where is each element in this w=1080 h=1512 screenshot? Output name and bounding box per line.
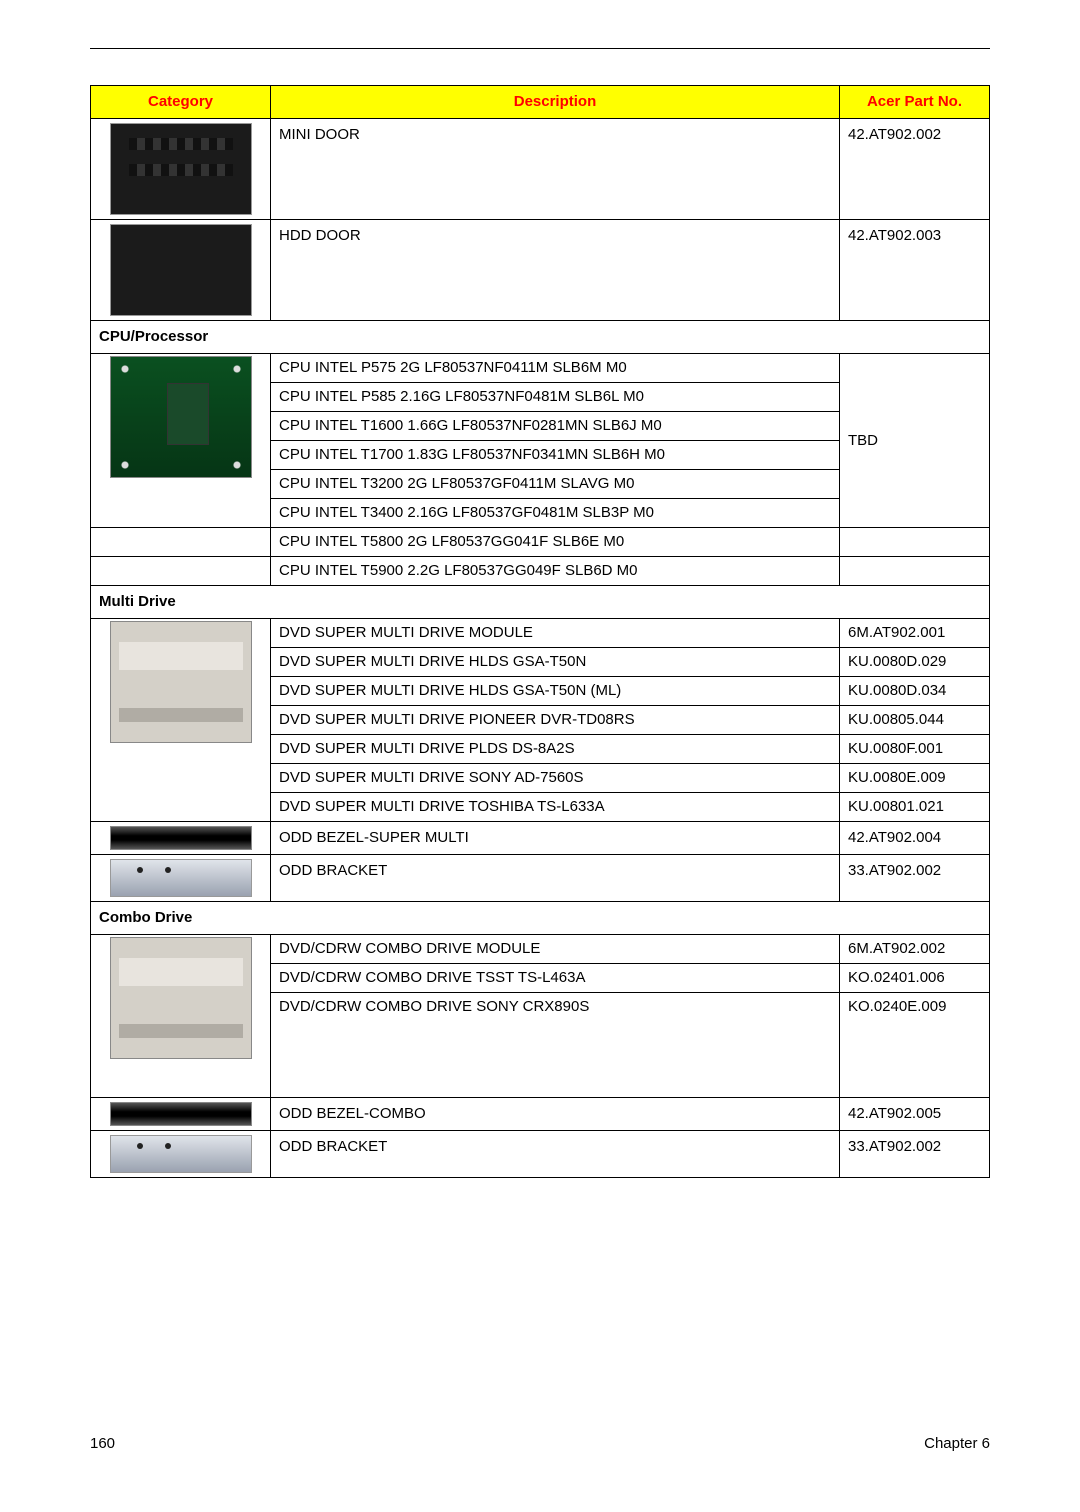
multi-part-0: 6M.AT902.001 — [840, 619, 990, 648]
row-combo-0: DVD/CDRW COMBO DRIVE MODULE 6M.AT902.002 — [91, 935, 990, 964]
cpu-part: TBD — [840, 354, 990, 528]
multi-desc-6: DVD SUPER MULTI DRIVE TOSHIBA TS-L633A — [271, 793, 840, 822]
multi-desc-3: DVD SUPER MULTI DRIVE PIONEER DVR-TD08RS — [271, 706, 840, 735]
cpu-desc-2: CPU INTEL T1600 1.66G LF80537NF0281MN SL… — [271, 412, 840, 441]
hdd-door-desc: HDD DOOR — [271, 220, 840, 321]
multi-desc-0: DVD SUPER MULTI DRIVE MODULE — [271, 619, 840, 648]
cpu-desc-1: CPU INTEL P585 2.16G LF80537NF0481M SLB6… — [271, 383, 840, 412]
cpu-desc-7: CPU INTEL T5900 2.2G LF80537GG049F SLB6D… — [271, 557, 840, 586]
combo-bezel-desc: ODD BEZEL-COMBO — [271, 1098, 840, 1131]
odd-bezel-combo-image — [110, 1102, 252, 1126]
multi-part-5: KU.0080E.009 — [840, 764, 990, 793]
multi-desc-1: DVD SUPER MULTI DRIVE HLDS GSA-T50N — [271, 648, 840, 677]
parts-table: Category Description Acer Part No. MINI … — [90, 85, 990, 1178]
header-category: Category — [91, 86, 271, 119]
combo-desc-0: DVD/CDRW COMBO DRIVE MODULE — [271, 935, 840, 964]
header-partno: Acer Part No. — [840, 86, 990, 119]
mini-door-part: 42.AT902.002 — [840, 119, 990, 220]
row-cpu-6: CPU INTEL T5800 2G LF80537GG041F SLB6E M… — [91, 528, 990, 557]
dvd-multi-image — [110, 621, 252, 743]
hdd-door-image — [110, 224, 252, 316]
multi-part-6: KU.00801.021 — [840, 793, 990, 822]
section-combo-label: Combo Drive — [91, 902, 990, 935]
multi-bezel-desc: ODD BEZEL-SUPER MULTI — [271, 822, 840, 855]
multi-bezel-part: 42.AT902.004 — [840, 822, 990, 855]
combo-bracket-desc: ODD BRACKET — [271, 1131, 840, 1178]
combo-desc-1: DVD/CDRW COMBO DRIVE TSST TS-L463A — [271, 964, 840, 993]
section-multi-label: Multi Drive — [91, 586, 990, 619]
row-multi-0: DVD SUPER MULTI DRIVE MODULE 6M.AT902.00… — [91, 619, 990, 648]
combo-part-2: KO.0240E.009 — [840, 993, 990, 1098]
multi-bracket-desc: ODD BRACKET — [271, 855, 840, 902]
row-combo-bezel: ODD BEZEL-COMBO 42.AT902.005 — [91, 1098, 990, 1131]
cpu-desc-4: CPU INTEL T3200 2G LF80537GF0411M SLAVG … — [271, 470, 840, 499]
dvd-combo-image — [110, 937, 252, 1059]
row-cpu-0: CPU INTEL P575 2G LF80537NF0411M SLB6M M… — [91, 354, 990, 383]
hdd-door-part: 42.AT902.003 — [840, 220, 990, 321]
section-multi: Multi Drive — [91, 586, 990, 619]
row-multi-bezel: ODD BEZEL-SUPER MULTI 42.AT902.004 — [91, 822, 990, 855]
cpu-image — [110, 356, 252, 478]
mini-door-image — [110, 123, 252, 215]
row-multi-bracket: ODD BRACKET 33.AT902.002 — [91, 855, 990, 902]
row-mini-door: MINI DOOR 42.AT902.002 — [91, 119, 990, 220]
row-cpu-7: CPU INTEL T5900 2.2G LF80537GG049F SLB6D… — [91, 557, 990, 586]
combo-desc-2: DVD/CDRW COMBO DRIVE SONY CRX890S — [271, 993, 840, 1098]
odd-bracket-multi-image — [110, 859, 252, 897]
header-description: Description — [271, 86, 840, 119]
combo-part-0: 6M.AT902.002 — [840, 935, 990, 964]
multi-part-2: KU.0080D.034 — [840, 677, 990, 706]
cpu-desc-5: CPU INTEL T3400 2.16G LF80537GF0481M SLB… — [271, 499, 840, 528]
cpu-desc-6: CPU INTEL T5800 2G LF80537GG041F SLB6E M… — [271, 528, 840, 557]
mini-door-desc: MINI DOOR — [271, 119, 840, 220]
page-number: 160 — [90, 1435, 115, 1452]
odd-bracket-combo-image — [110, 1135, 252, 1173]
multi-desc-5: DVD SUPER MULTI DRIVE SONY AD-7560S — [271, 764, 840, 793]
multi-part-4: KU.0080F.001 — [840, 735, 990, 764]
odd-bezel-multi-image — [110, 826, 252, 850]
cpu-desc-0: CPU INTEL P575 2G LF80537NF0411M SLB6M M… — [271, 354, 840, 383]
table-header-row: Category Description Acer Part No. — [91, 86, 990, 119]
multi-part-1: KU.0080D.029 — [840, 648, 990, 677]
combo-bezel-part: 42.AT902.005 — [840, 1098, 990, 1131]
chapter-label: Chapter 6 — [924, 1435, 990, 1452]
multi-part-3: KU.00805.044 — [840, 706, 990, 735]
combo-bracket-part: 33.AT902.002 — [840, 1131, 990, 1178]
cpu-desc-3: CPU INTEL T1700 1.83G LF80537NF0341MN SL… — [271, 441, 840, 470]
page-footer: 160 Chapter 6 — [90, 1435, 990, 1452]
section-combo: Combo Drive — [91, 902, 990, 935]
row-combo-bracket: ODD BRACKET 33.AT902.002 — [91, 1131, 990, 1178]
multi-desc-2: DVD SUPER MULTI DRIVE HLDS GSA-T50N (ML) — [271, 677, 840, 706]
multi-bracket-part: 33.AT902.002 — [840, 855, 990, 902]
section-cpu-label: CPU/Processor — [91, 321, 990, 354]
section-cpu: CPU/Processor — [91, 321, 990, 354]
combo-part-1: KO.02401.006 — [840, 964, 990, 993]
multi-desc-4: DVD SUPER MULTI DRIVE PLDS DS-8A2S — [271, 735, 840, 764]
row-hdd-door: HDD DOOR 42.AT902.003 — [91, 220, 990, 321]
